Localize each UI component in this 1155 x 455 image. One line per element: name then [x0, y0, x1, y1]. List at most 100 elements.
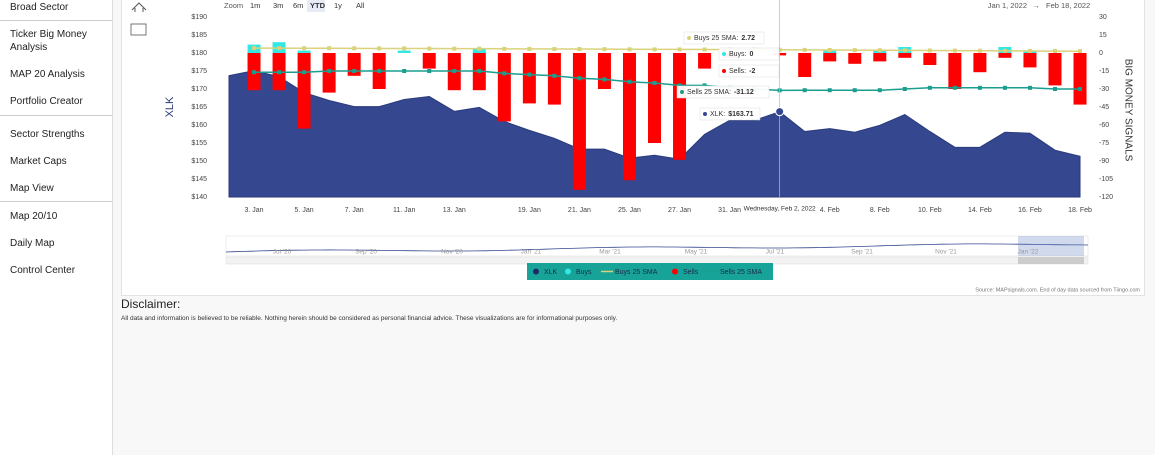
tooltip-box — [718, 64, 780, 78]
signal-bar — [572, 53, 586, 190]
signal-bar — [898, 53, 912, 58]
nav-item[interactable]: Sector Strengths — [10, 129, 85, 140]
tooltip-label: XLK: $163.71 — [710, 111, 754, 118]
sma-marker — [1052, 87, 1057, 91]
sma-marker — [1052, 49, 1057, 54]
legend-symbol — [565, 268, 571, 275]
nav-item[interactable]: Ticker Big Money Analysis — [10, 29, 87, 53]
signal-bar — [497, 53, 511, 122]
sma-marker — [377, 69, 382, 73]
sma-marker — [1027, 48, 1032, 53]
signal-bar — [297, 50, 311, 53]
signal-bar — [673, 53, 687, 160]
sma-marker — [902, 87, 907, 91]
sma-marker — [977, 85, 982, 90]
nav-item[interactable]: Daily Map — [10, 238, 55, 249]
sma-marker — [352, 46, 357, 51]
tooltip-item-value: 2.72 — [741, 35, 755, 42]
nav-separator — [0, 115, 112, 116]
legend-item[interactable]: Sells — [683, 269, 699, 276]
sma-marker — [502, 71, 507, 76]
x-tick-label: 5. Jan — [295, 207, 314, 214]
crosshair-label-bg — [741, 203, 818, 214]
nav-item[interactable]: Portfolio Creator — [10, 96, 83, 107]
sma-marker — [1027, 85, 1032, 90]
sma-marker — [627, 79, 632, 84]
signal-bar — [798, 53, 812, 77]
navigator-label: May '21 — [685, 249, 708, 256]
tooltip-dot — [687, 36, 691, 40]
nav-item[interactable]: Map View — [10, 183, 54, 194]
sma-marker — [452, 46, 457, 51]
sma-marker — [1078, 49, 1083, 54]
legend-symbol — [672, 268, 678, 275]
zoom-button-bg — [307, 0, 325, 12]
zoom-button[interactable]: YTD — [310, 1, 326, 10]
tooltip-dot — [680, 90, 684, 94]
x-tick-label: 8. Feb — [870, 207, 890, 214]
sma-marker — [527, 72, 532, 77]
y2-tick-label: -75 — [1099, 140, 1109, 147]
sma-marker — [552, 47, 557, 52]
sma-marker — [252, 46, 257, 51]
signal-bar — [998, 53, 1012, 58]
sma-marker — [427, 46, 432, 51]
legend-item[interactable]: Buys — [576, 269, 592, 276]
y-axis-label: XLK — [164, 96, 176, 117]
y-tick-label: $180 — [191, 50, 207, 57]
zoom-button[interactable]: 6m — [293, 1, 303, 10]
y2-axis-label: BIG MONEY SIGNALS — [1122, 59, 1133, 162]
sma-marker — [577, 47, 582, 52]
scrollbar-thumb[interactable] — [1018, 257, 1084, 264]
signal-bar — [1073, 53, 1087, 105]
tooltip-dot — [722, 52, 726, 56]
y2-tick-label: -90 — [1099, 158, 1109, 165]
tooltip-dot — [703, 112, 707, 116]
sma-marker — [977, 48, 982, 53]
x-tick-label: 19. Jan — [518, 207, 541, 214]
nav-item[interactable]: MAP 20 Analysis — [10, 69, 85, 80]
y2-tick-label: -105 — [1099, 176, 1113, 183]
zoom-button[interactable]: 1m — [250, 1, 260, 10]
legend-item[interactable]: Sells 25 SMA — [720, 269, 762, 276]
sma-marker — [1078, 87, 1083, 91]
x-tick-label: 13. Jan — [443, 207, 466, 214]
disclaimer-title: Disclaimer: — [121, 297, 181, 311]
sma-marker — [327, 69, 332, 73]
source-credit: Source: MAPsignals.com. End of day data … — [975, 287, 1140, 293]
nav-item[interactable]: Control Center — [10, 265, 76, 276]
sma-marker — [1002, 85, 1007, 90]
y2-tick-label: 30 — [1099, 14, 1107, 21]
navigator-label: Mar '21 — [599, 249, 621, 256]
tooltip-dot — [722, 69, 726, 73]
zoom-button[interactable]: All — [356, 1, 365, 10]
tooltip-box — [718, 47, 780, 61]
legend-item[interactable]: Buys 25 SMA — [615, 269, 658, 276]
sma-marker — [477, 46, 482, 51]
scrollbar[interactable] — [225, 256, 1089, 265]
x-tick-label: 27. Jan — [668, 207, 691, 214]
legend-symbol — [533, 268, 539, 275]
signal-bar — [1048, 53, 1062, 86]
sma-marker — [452, 69, 457, 73]
nav-item[interactable]: Map 20/10 — [10, 211, 58, 222]
nav-item[interactable]: Broad Sector — [10, 2, 69, 13]
zoom-button[interactable]: 3m — [273, 1, 283, 10]
signal-bar — [547, 53, 561, 105]
x-tick-label: 10. Feb — [918, 207, 942, 214]
navigator-selection — [1018, 236, 1084, 256]
signal-bar — [823, 53, 837, 62]
sidebar: Broad Sector Ticker Big Money Analysis MAP… — [0, 0, 113, 455]
y-tick-label: $140 — [191, 194, 207, 201]
nav-item[interactable]: Market Caps — [10, 156, 67, 167]
legend-bg — [527, 263, 773, 280]
signal-bar — [873, 53, 887, 62]
zoom-button[interactable]: 1y — [334, 1, 342, 10]
hover-point — [775, 107, 785, 117]
sma-marker — [652, 47, 657, 52]
legend-item[interactable]: XLK — [544, 269, 558, 276]
sma-marker — [952, 85, 957, 90]
x-tick-label: 31. Jan — [718, 207, 741, 214]
navigator-label: Sep '20 — [355, 249, 377, 256]
